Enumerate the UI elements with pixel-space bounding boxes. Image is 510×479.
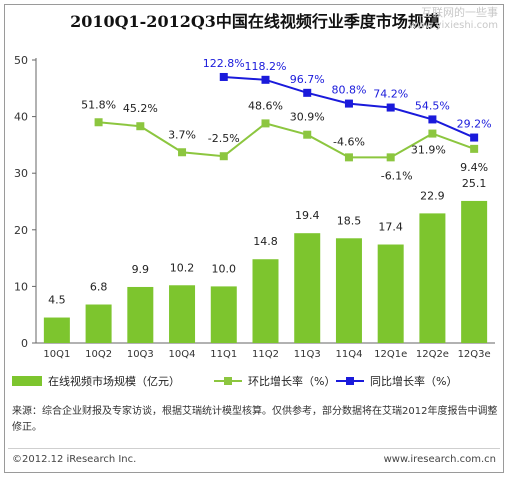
bar bbox=[252, 259, 279, 343]
yoy-marker bbox=[303, 88, 312, 97]
mom-marker bbox=[470, 144, 479, 153]
mom-label: -4.6% bbox=[333, 135, 365, 148]
legend-marker-mom bbox=[224, 377, 232, 385]
bar bbox=[127, 286, 154, 343]
legend-label-bar: 在线视频市场规模（亿元） bbox=[48, 374, 180, 388]
mom-marker bbox=[428, 129, 437, 138]
x-tick-label: 10Q2 bbox=[85, 349, 112, 360]
mom-label: 9.4% bbox=[460, 161, 488, 174]
y-tick-label: 40 bbox=[14, 111, 28, 124]
bar-value-label: 14.8 bbox=[253, 235, 278, 248]
mom-label: -2.5% bbox=[208, 132, 240, 145]
bar-value-label: 9.9 bbox=[132, 263, 150, 276]
mom-label: 3.7% bbox=[168, 128, 196, 141]
legend-marker-yoy bbox=[346, 377, 354, 385]
yoy-marker bbox=[344, 99, 353, 108]
legend-swatch-bar bbox=[12, 376, 42, 386]
bar bbox=[461, 200, 488, 343]
yoy-label: 29.2% bbox=[457, 118, 492, 131]
mom-label: 48.6% bbox=[248, 99, 283, 112]
yoy-label: 74.2% bbox=[373, 88, 408, 101]
yoy-label: 118.2% bbox=[245, 60, 287, 73]
bar-value-label: 19.4 bbox=[295, 209, 320, 222]
x-tick-label: 11Q2 bbox=[252, 349, 279, 360]
x-tick-label: 12Q3e bbox=[458, 349, 491, 360]
mom-marker bbox=[303, 130, 312, 139]
y-tick-label: 20 bbox=[14, 224, 28, 237]
bar-value-label: 10.0 bbox=[212, 262, 237, 275]
bar-value-label: 6.8 bbox=[90, 281, 108, 294]
bar bbox=[43, 317, 70, 343]
yoy-label: 122.8% bbox=[203, 57, 245, 70]
x-tick-label: 10Q3 bbox=[127, 349, 154, 360]
chart-title: 2010Q1-2012Q3中国在线视频行业季度市场规模 bbox=[70, 12, 440, 31]
yoy-label: 80.8% bbox=[331, 84, 366, 97]
yoy-marker bbox=[386, 103, 395, 112]
bar bbox=[85, 304, 112, 343]
x-tick-label: 11Q4 bbox=[335, 349, 362, 360]
bar bbox=[419, 213, 446, 343]
bar bbox=[377, 244, 404, 343]
x-tick-label: 11Q1 bbox=[210, 349, 237, 360]
yoy-marker bbox=[470, 133, 479, 142]
y-tick-label: 30 bbox=[14, 167, 28, 180]
bar bbox=[210, 286, 237, 343]
y-tick-label: 0 bbox=[21, 337, 28, 350]
watermark-line1: 互联网的一些事 bbox=[421, 6, 498, 19]
bar bbox=[294, 233, 321, 343]
x-tick-label: 12Q1e bbox=[374, 349, 407, 360]
bar-value-label: 22.9 bbox=[420, 189, 445, 202]
legend-label-mom: 环比增长率（%） bbox=[248, 374, 335, 388]
bar-value-label: 4.5 bbox=[48, 294, 66, 307]
mom-label: 51.8% bbox=[81, 98, 116, 111]
yoy-label: 96.7% bbox=[290, 73, 325, 86]
website: www.iresearch.com.cn bbox=[383, 454, 496, 465]
mom-marker bbox=[178, 148, 187, 157]
mom-label: 31.9% bbox=[411, 144, 446, 157]
watermark: 互联网的一些事 www.yixieshi.com bbox=[409, 6, 498, 32]
x-tick-label: 10Q1 bbox=[43, 349, 70, 360]
yoy-marker bbox=[219, 72, 228, 81]
bar bbox=[335, 238, 362, 343]
x-tick-label: 12Q2e bbox=[416, 349, 449, 360]
y-tick-label: 50 bbox=[14, 54, 28, 67]
mom-marker bbox=[386, 153, 395, 162]
mom-marker bbox=[136, 122, 145, 131]
bar-value-label: 17.4 bbox=[378, 221, 403, 234]
footer-divider bbox=[8, 448, 500, 449]
x-tick-label: 10Q4 bbox=[169, 349, 196, 360]
copyright: ©2012.12 iResearch Inc. bbox=[12, 454, 137, 465]
yoy-marker bbox=[428, 115, 437, 124]
source-note: 来源：综合企业财报及专家访谈，根据艾瑞统计模型核算。仅供参考，部分数据将在艾瑞2… bbox=[12, 406, 498, 433]
bar-value-label: 10.2 bbox=[170, 261, 195, 274]
bar-value-label: 18.5 bbox=[337, 214, 362, 227]
bar-value-label: 25.1 bbox=[462, 177, 487, 190]
mom-marker bbox=[94, 118, 103, 127]
y-tick-label: 10 bbox=[14, 280, 28, 293]
mom-marker bbox=[344, 153, 353, 162]
legend-label-yoy: 同比增长率（%） bbox=[370, 374, 457, 388]
x-tick-label: 11Q3 bbox=[294, 349, 321, 360]
mom-line bbox=[98, 121, 475, 159]
yoy-marker bbox=[261, 75, 270, 84]
bar bbox=[169, 285, 196, 343]
mom-marker bbox=[261, 119, 270, 128]
yoy-label: 54.5% bbox=[415, 99, 450, 112]
mom-label: 30.9% bbox=[290, 111, 325, 124]
watermark-line2: www.yixieshi.com bbox=[408, 20, 498, 31]
mom-label: -6.1% bbox=[381, 169, 413, 182]
mom-marker bbox=[219, 152, 228, 161]
chart-svg: 0 10 20 30 40 50 4.5 6.8 9.9 10.2 10.0 14.8 19.4 18.5… bbox=[12, 54, 495, 388]
mom-label: 45.2% bbox=[123, 102, 158, 115]
